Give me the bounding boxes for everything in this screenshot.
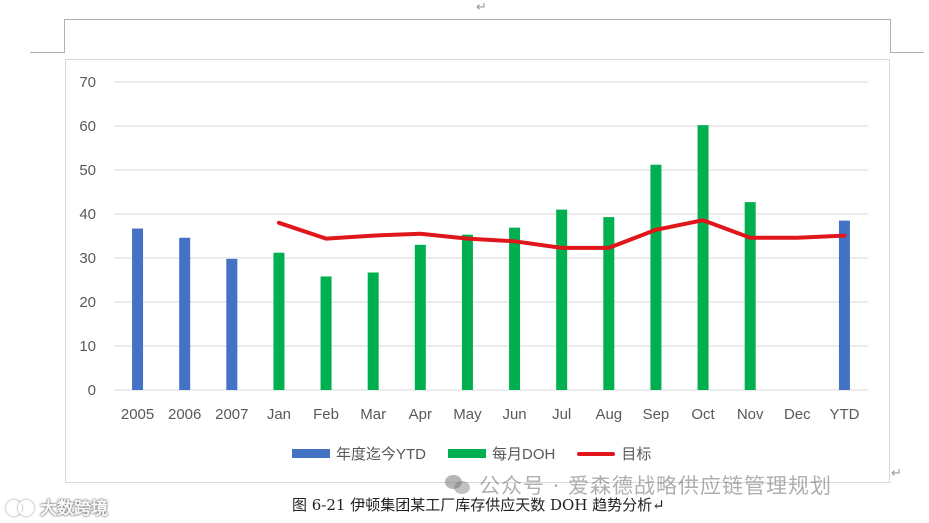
chart-container[interactable]: 0 10 20 30 40 50 60 70 2005 2006 2007 Jan Feb Mar Apr…: [65, 59, 890, 483]
y-tick-label: 0: [88, 382, 96, 399]
y-tick-label: 30: [79, 250, 96, 267]
bar-monthly-may: [461, 234, 473, 390]
x-tick-label-mar: Mar: [360, 406, 386, 423]
bar-ytd-ytd: [838, 220, 850, 390]
x-tick-label-2005: 2005: [121, 406, 154, 423]
x-tick-label-aug: Aug: [595, 406, 622, 423]
header-border-right: [890, 52, 924, 53]
gridlines: [114, 81, 868, 391]
x-tick-label-2007: 2007: [215, 406, 248, 423]
x-tick-label-feb: Feb: [313, 406, 339, 423]
site-logo-icon: [6, 498, 36, 516]
paragraph-mark-top: ↵: [476, 0, 487, 15]
bars: [132, 125, 850, 391]
chart-legend: 年度迄今YTD 每月DOH 目标: [292, 443, 673, 464]
target-line-path: [276, 218, 847, 250]
figure-caption: 图 6-21 伊顿集团某工厂库存供应天数 DOH 趋势分析↵: [292, 496, 665, 514]
target-line: [276, 218, 847, 250]
bar-monthly-oct: [697, 125, 709, 391]
bar-monthly-jan: [273, 252, 285, 390]
x-tick-label-dec: Dec: [784, 406, 811, 423]
x-tick-label-2006: 2006: [168, 406, 201, 423]
bar-ytd-2006: [179, 237, 191, 390]
y-tick-label: 60: [79, 118, 96, 135]
x-axis-ticks: 2005 2006 2007 Jan Feb Mar Apr May Jun Jul Aug Sep O…: [121, 406, 860, 423]
bar-monthly-jun: [509, 227, 521, 390]
bar-monthly-apr: [414, 244, 426, 390]
bar-monthly-nov: [744, 202, 756, 390]
legend-swatch-monthly: [448, 449, 487, 458]
bar-monthly-aug: [603, 217, 615, 390]
bar-monthly-mar: [367, 272, 379, 390]
y-axis-ticks: 0 10 20 30 40 50 60 70: [79, 74, 96, 399]
x-tick-label-sep: Sep: [643, 406, 670, 423]
y-tick-label: 40: [79, 206, 96, 223]
x-tick-label-jul: Jul: [552, 406, 571, 423]
y-tick-label: 20: [79, 294, 96, 311]
legend-item-target: 目标: [577, 443, 651, 464]
doh-trend-chart: 0 10 20 30 40 50 60 70 2005 2006 2007 Jan Feb Mar Apr…: [79, 74, 868, 423]
bar-ytd-2005: [132, 228, 144, 390]
legend-label-ytd: 年度迄今YTD: [336, 446, 427, 463]
legend-swatch-target: [577, 451, 616, 456]
x-tick-label-may: May: [453, 406, 482, 423]
x-tick-label-nov: Nov: [737, 406, 764, 423]
y-tick-label: 70: [79, 74, 96, 91]
legend-label-monthly: 每月DOH: [492, 446, 556, 463]
x-tick-label-ytd: YTD: [829, 406, 859, 423]
bar-monthly-sep: [650, 164, 662, 390]
y-tick-label: 50: [79, 162, 96, 179]
legend-label-target: 目标: [621, 446, 652, 463]
header-border-left-vertical: [64, 19, 65, 53]
y-tick-label: 10: [79, 338, 96, 355]
legend-item-ytd: 年度迄今YTD: [292, 443, 426, 464]
legend-item-monthly: 每月DOH: [448, 443, 555, 464]
x-tick-label-jun: Jun: [502, 406, 526, 423]
x-tick-label-oct: Oct: [691, 406, 715, 423]
paragraph-mark-chart: ↵: [891, 466, 902, 481]
legend-swatch-ytd: [292, 449, 330, 458]
bar-monthly-feb: [320, 276, 332, 390]
header-border-right-vertical: [890, 19, 891, 53]
x-tick-label-apr: Apr: [409, 406, 432, 423]
wechat-watermark-text: 公众号 · 爱森德战略供应链管理规划: [479, 474, 833, 498]
bar-monthly-jul: [556, 209, 568, 390]
site-watermark: 大数跨境: [6, 494, 108, 519]
site-watermark-text: 大数跨境: [40, 499, 108, 519]
bar-ytd-2007: [226, 258, 238, 390]
wechat-watermark: 公众号 · 爱森德战略供应链管理规划: [445, 470, 832, 500]
header-border-top: [64, 19, 890, 20]
wechat-icon: [445, 475, 471, 495]
x-tick-label-jan: Jan: [267, 406, 291, 423]
header-border-left: [30, 52, 64, 53]
